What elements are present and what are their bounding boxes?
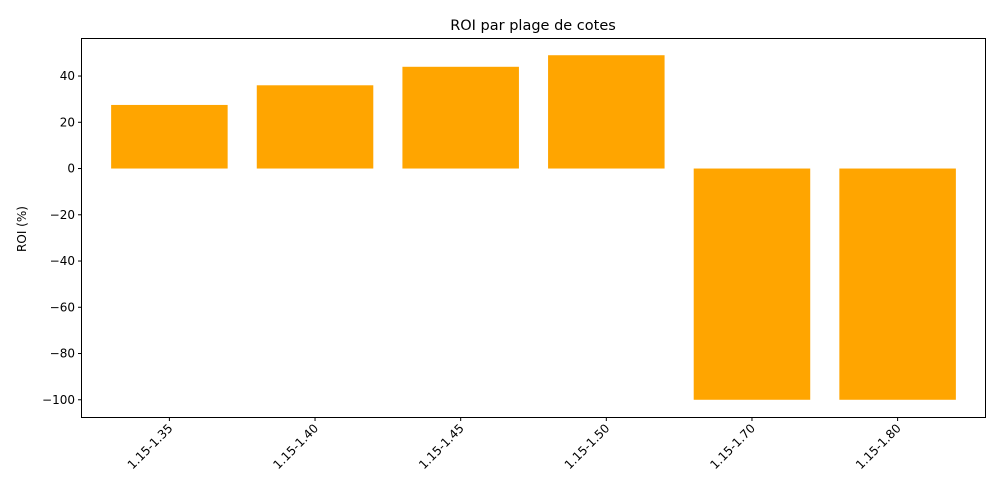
plot-frame — [81, 38, 986, 418]
bar-1.15-1.40 — [256, 85, 374, 169]
y-tick-label: −80 — [50, 347, 75, 361]
y-tick-label: −100 — [42, 393, 75, 407]
y-tick-label: −60 — [50, 300, 75, 314]
chart-title: ROI par plage de cotes — [450, 18, 616, 34]
y-tick-label: 0 — [67, 162, 75, 176]
bar-1.15-1.70 — [693, 168, 811, 400]
y-tick-label: 40 — [60, 69, 75, 83]
y-tick-label: −40 — [50, 254, 75, 268]
y-axis-label: ROI (%) — [15, 206, 29, 252]
bar-1.15-1.35 — [111, 104, 228, 169]
y-tick-label: 20 — [60, 115, 75, 129]
bar-1.15-1.45 — [402, 66, 519, 169]
y-axis: 40 20 0 −20 −40 −60 −80 −100 — [42, 69, 82, 407]
bar-1.15-1.50 — [548, 55, 665, 169]
bar-1.15-1.80 — [839, 168, 956, 400]
bars-layer — [111, 55, 956, 400]
y-tick-label: −20 — [50, 208, 75, 222]
